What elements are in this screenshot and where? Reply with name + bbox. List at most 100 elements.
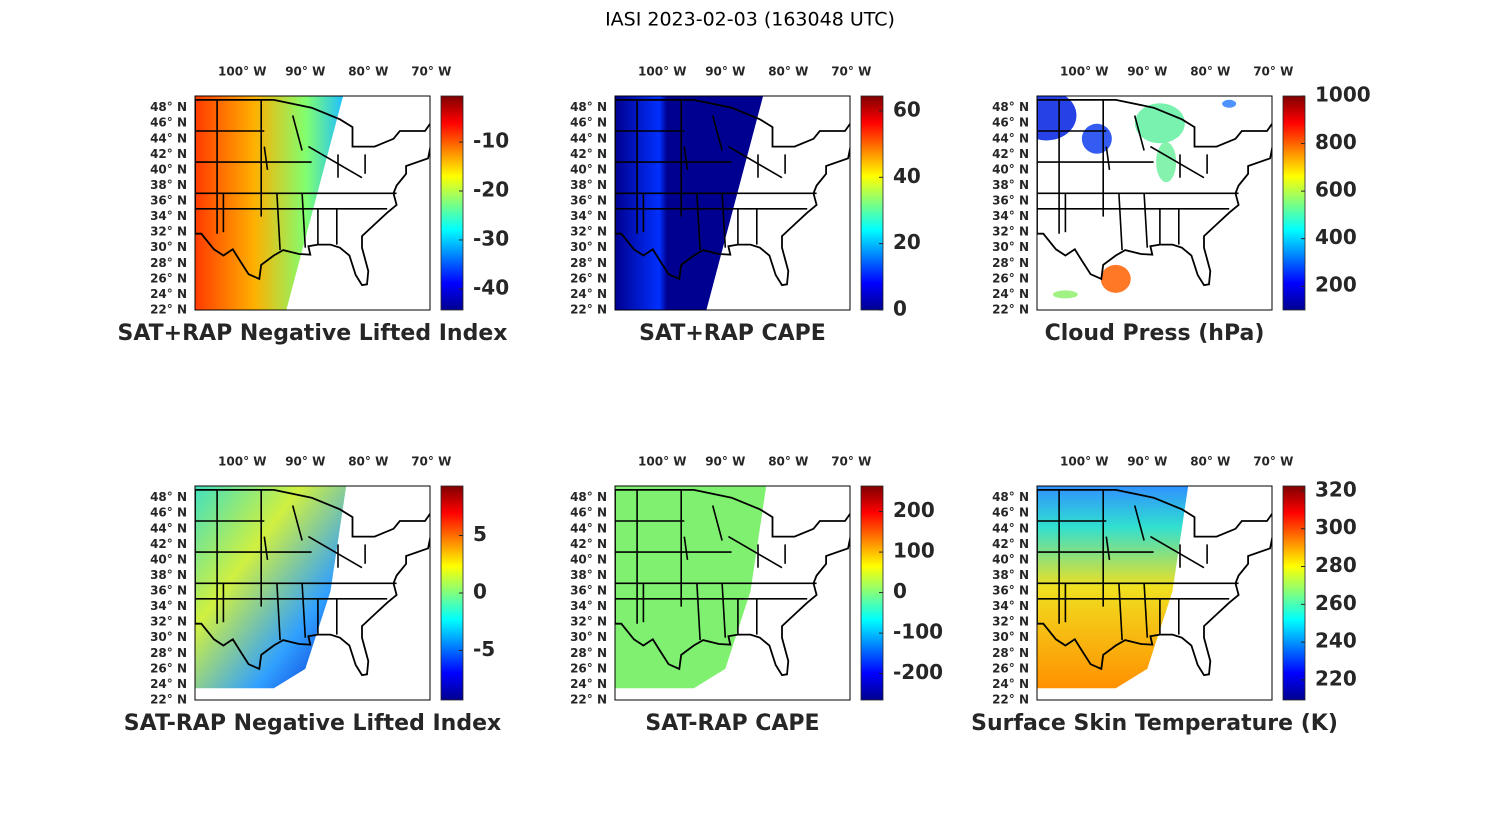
lat-label: 30° N <box>570 630 607 644</box>
lon-label: 80° W <box>348 455 388 469</box>
lat-label: 48° N <box>570 100 607 114</box>
cloud-patch <box>1100 264 1131 293</box>
lat-label: 34° N <box>150 209 187 223</box>
map-frame <box>1036 485 1273 701</box>
colorbar-tick-label: 200 <box>1315 273 1357 297</box>
coastline <box>1037 488 1272 677</box>
state-border <box>291 115 303 151</box>
lat-label: 38° N <box>570 178 607 192</box>
lat-label: 38° N <box>150 178 187 192</box>
lat-label: 34° N <box>992 209 1029 223</box>
colorbar-tick-label: 600 <box>1315 178 1357 202</box>
lon-label: 70° W <box>411 455 451 469</box>
state-border <box>1149 145 1205 179</box>
state-border <box>307 145 363 179</box>
lat-label: 24° N <box>992 677 1029 691</box>
figure-title: IASI 2023-02-03 (163048 UTC) <box>605 9 895 31</box>
colorbar-tick-label: -5 <box>473 637 495 661</box>
lat-label: 28° N <box>150 646 187 660</box>
state-border <box>683 146 689 171</box>
map-frame <box>1036 95 1273 311</box>
state-border <box>263 146 269 171</box>
lat-label: 44° N <box>992 131 1029 145</box>
state-border <box>711 115 723 151</box>
lat-label: 38° N <box>570 568 607 582</box>
lat-label: 22° N <box>992 693 1029 707</box>
state-border <box>727 145 783 179</box>
lon-label: 100° W <box>1060 65 1108 79</box>
lon-label: 70° W <box>831 455 871 469</box>
state-border <box>711 505 723 541</box>
colorbar-tick-label: 260 <box>1315 591 1357 615</box>
map <box>1037 486 1272 700</box>
lat-label: 24° N <box>570 287 607 301</box>
colorbar-tick-label: 220 <box>1315 666 1357 690</box>
state-border <box>1118 583 1123 641</box>
lat-label: 26° N <box>150 271 187 285</box>
lat-label: 28° N <box>570 256 607 270</box>
lat-label: 26° N <box>150 661 187 675</box>
lon-label: 80° W <box>768 455 808 469</box>
lat-label: 34° N <box>150 599 187 613</box>
colorbar-tick-label: 240 <box>1315 629 1357 653</box>
lat-label: 36° N <box>570 584 607 598</box>
lat-label: 22° N <box>150 693 187 707</box>
lon-label: 100° W <box>638 455 686 469</box>
cloud-patch <box>1134 103 1185 144</box>
lat-label: 38° N <box>992 568 1029 582</box>
lat-label: 44° N <box>570 131 607 145</box>
state-border <box>696 583 701 641</box>
lat-label: 24° N <box>992 287 1029 301</box>
lat-label: 40° N <box>150 552 187 566</box>
colorbar-tick-label: 200 <box>893 498 935 522</box>
coastline <box>615 99 850 287</box>
colorbar <box>1282 95 1306 311</box>
colorbar-tick-label: 400 <box>1315 225 1357 249</box>
state-border <box>1143 193 1149 248</box>
lon-label: 90° W <box>285 455 325 469</box>
panel-title: Cloud Press (hPa) <box>1045 321 1265 346</box>
map-frame <box>194 485 431 701</box>
colorbar-tick-label: -200 <box>893 660 943 684</box>
colorbar-tick-label: 0 <box>893 579 907 603</box>
cloud-patch <box>1052 290 1078 299</box>
state-border <box>291 505 303 541</box>
lat-label: 30° N <box>992 630 1029 644</box>
lat-label: 38° N <box>150 568 187 582</box>
lat-label: 32° N <box>992 615 1029 629</box>
colorbar-tick-label: 20 <box>893 230 921 254</box>
lat-label: 46° N <box>570 506 607 520</box>
lat-label: 32° N <box>150 225 187 239</box>
lat-label: 26° N <box>570 661 607 675</box>
state-border <box>1133 505 1145 541</box>
lat-label: 42° N <box>150 147 187 161</box>
lat-label: 32° N <box>570 225 607 239</box>
lat-label: 48° N <box>992 490 1029 504</box>
state-border <box>276 193 281 251</box>
colorbar-tick-label: 5 <box>473 522 487 546</box>
state-border <box>301 583 307 638</box>
lat-label: 30° N <box>992 240 1029 254</box>
panel-title: SAT+RAP Negative Lifted Index <box>118 321 508 346</box>
lat-label: 40° N <box>992 552 1029 566</box>
map <box>1037 96 1272 310</box>
colorbar-tick-label: -100 <box>893 620 943 644</box>
lon-label: 80° W <box>1190 455 1230 469</box>
lat-label: 44° N <box>570 521 607 535</box>
state-border <box>683 536 689 561</box>
lat-label: 32° N <box>992 225 1029 239</box>
state-border <box>307 535 363 569</box>
lon-label: 80° W <box>348 65 388 79</box>
lat-label: 40° N <box>150 162 187 176</box>
lat-label: 30° N <box>150 630 187 644</box>
lon-label: 90° W <box>285 65 325 79</box>
lat-label: 46° N <box>570 116 607 130</box>
lat-label: 44° N <box>992 521 1029 535</box>
coastline <box>195 99 430 287</box>
lat-label: 34° N <box>992 599 1029 613</box>
colorbar-tick-label: 100 <box>893 539 935 563</box>
lat-label: 44° N <box>150 521 187 535</box>
state-border <box>1133 115 1145 151</box>
lon-label: 100° W <box>1060 455 1108 469</box>
